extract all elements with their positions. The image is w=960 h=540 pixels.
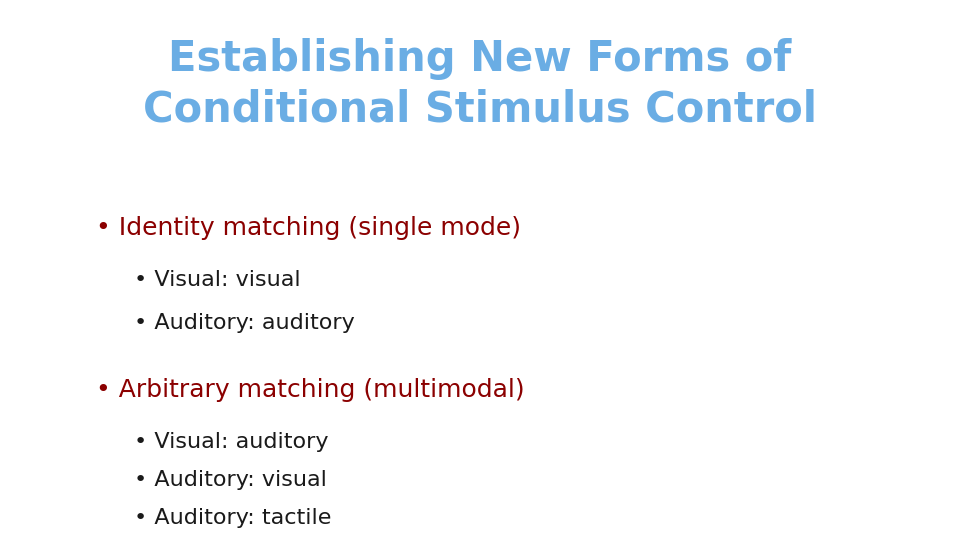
Text: • Visual: auditory: • Visual: auditory: [134, 432, 329, 452]
Text: • Arbitrary matching (multimodal): • Arbitrary matching (multimodal): [96, 378, 524, 402]
Text: • Identity matching (single mode): • Identity matching (single mode): [96, 216, 521, 240]
Text: Establishing New Forms of
Conditional Stimulus Control: Establishing New Forms of Conditional St…: [143, 38, 817, 130]
Text: • Auditory: visual: • Auditory: visual: [134, 470, 327, 490]
Text: • Visual: visual: • Visual: visual: [134, 270, 301, 290]
Text: • Auditory: auditory: • Auditory: auditory: [134, 313, 355, 333]
Text: • Auditory: tactile: • Auditory: tactile: [134, 508, 332, 528]
